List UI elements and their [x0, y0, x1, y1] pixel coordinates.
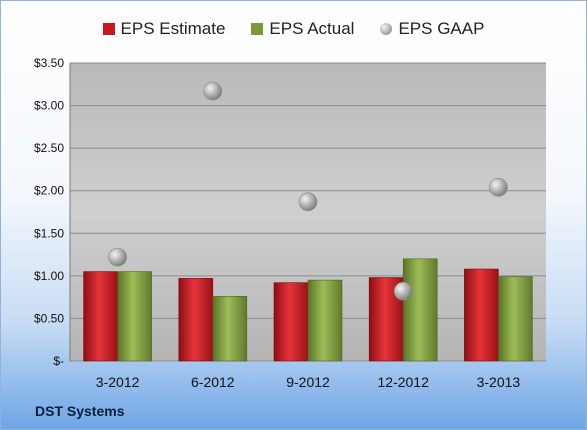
legend-swatch-gaap	[380, 23, 393, 35]
bubble-eps-gaap	[489, 178, 508, 197]
legend-label-gaap: EPS GAAP	[398, 19, 485, 38]
x-tick-label: 12-2012	[378, 374, 430, 390]
y-tick-label: $1.00	[34, 269, 64, 283]
bubble-eps-gaap	[393, 281, 413, 301]
y-tick-label: $-	[53, 354, 64, 368]
legend-label-actual: EPS Actual	[269, 19, 355, 38]
bubble-eps-gaap	[298, 192, 318, 212]
x-tick-label: 3-2013	[477, 374, 521, 390]
bar-eps-actual	[402, 258, 438, 362]
bar-eps-estimate	[83, 271, 118, 362]
bar-eps-estimate	[178, 278, 214, 362]
legend: EPS Estimate EPS Actual EPS GAAP	[1, 19, 586, 39]
legend-swatch-actual	[251, 23, 264, 35]
legend-item-gaap: EPS GAAP	[380, 19, 484, 39]
bar-eps-actual	[498, 276, 533, 362]
bar-eps-estimate	[464, 268, 499, 362]
bubble-eps-gaap	[108, 247, 127, 267]
legend-label-estimate: EPS Estimate	[120, 19, 226, 38]
bar-eps-actual	[307, 279, 343, 362]
legend-swatch-estimate	[102, 23, 115, 35]
y-tick-label: $3.00	[34, 99, 64, 113]
legend-item-actual: EPS Actual	[251, 19, 354, 39]
bar-eps-estimate	[273, 282, 309, 362]
x-tick-label: 6-2012	[191, 374, 235, 390]
legend-item-estimate: EPS Estimate	[102, 19, 226, 39]
x-tick-label: 3-2012	[96, 374, 140, 390]
bar-eps-actual	[117, 271, 152, 362]
bubble-eps-gaap	[203, 81, 223, 101]
y-tick-label: $2.50	[34, 141, 64, 155]
x-tick-label: 9-2012	[286, 374, 330, 390]
y-tick-label: $3.50	[34, 56, 64, 70]
y-tick-label: $0.50	[34, 311, 64, 325]
bar-eps-actual	[212, 295, 248, 362]
company-name: DST Systems	[35, 403, 125, 419]
y-tick-label: $2.00	[34, 184, 64, 198]
y-tick-label: $1.50	[34, 226, 64, 240]
